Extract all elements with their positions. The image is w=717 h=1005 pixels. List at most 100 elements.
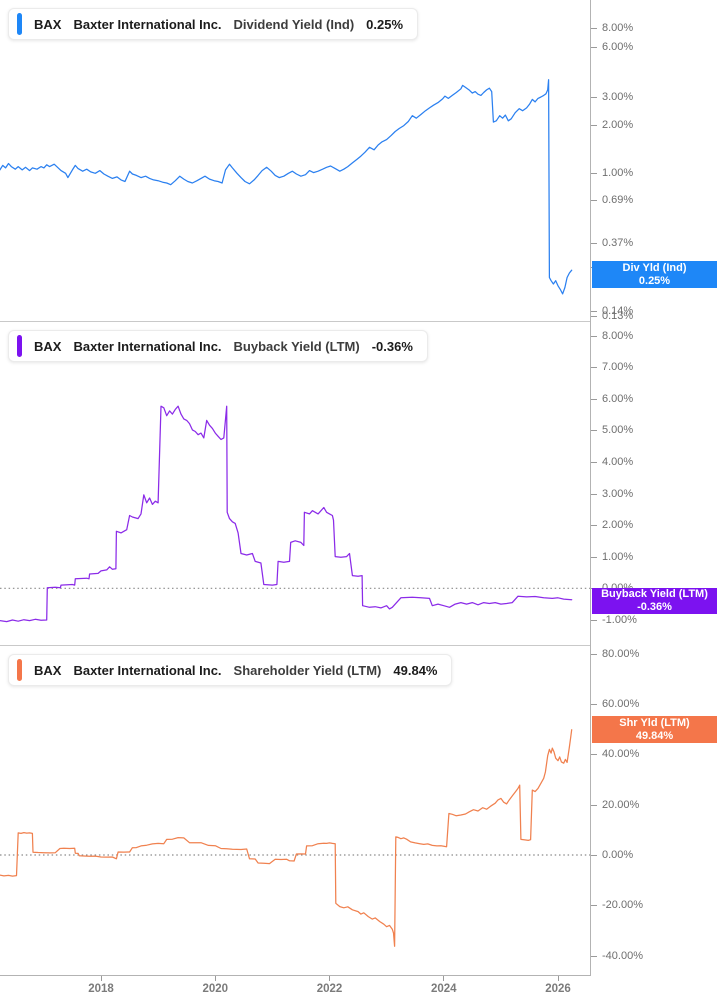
y-tick-mark (591, 125, 597, 126)
ticker: BAX (34, 662, 62, 678)
ticker: BAX (34, 338, 62, 354)
y-tick-mark (591, 316, 597, 317)
series-header-shareholder-yield[interactable]: BAX Baxter International Inc. Shareholde… (8, 654, 453, 686)
y-tick-label: 2.00% (602, 519, 634, 531)
y-tick-mark (591, 399, 597, 400)
y-tick-mark (591, 367, 597, 368)
x-axis[interactable]: 2018 2020 2022 2024 2026 (0, 975, 717, 1005)
y-axis-dividend-yield[interactable]: 8.00%6.00%3.00%2.00%1.00%0.69%0.37%0.26%… (590, 0, 717, 322)
y-axis-shareholder-yield[interactable]: 80.00% 60.00% 40.00% 20.00% 0.00% -20.00% -40.… (590, 646, 717, 975)
x-tick-label: 2018 (88, 983, 114, 995)
y-tick-mark (591, 754, 597, 755)
metric-name: Shareholder Yield (LTM) (233, 662, 382, 678)
y-tick-label: 8.00% (602, 22, 634, 34)
x-axis-baseline (0, 975, 591, 976)
plot-area-shareholder-yield[interactable] (0, 646, 590, 975)
y-tick-label: 40.00% (602, 748, 640, 760)
y-tick-label: 0.69% (602, 194, 634, 206)
x-tick-mark (329, 976, 330, 981)
y-tick-mark (591, 494, 597, 495)
series-line (0, 79, 573, 295)
y-tick-label: 0.37% (602, 237, 634, 249)
x-tick-label: 2022 (316, 983, 343, 995)
y-tick-label: 60.00% (602, 698, 640, 710)
y-tick-label: 1.00% (602, 167, 634, 179)
metric-value: -0.36% (371, 338, 413, 354)
ticker: BAX (34, 16, 62, 32)
series-line (0, 729, 573, 947)
x-tick-mark (214, 976, 216, 981)
y-tick-label: 1.00% (602, 551, 634, 563)
series-line (0, 405, 573, 623)
series-color-bar (17, 335, 22, 357)
company-name: Baxter International Inc. (73, 338, 222, 354)
y-tick-mark (591, 243, 597, 244)
y-tick-label: 6.00% (602, 393, 634, 405)
y-tick-mark (591, 704, 597, 705)
x-tick-mark (443, 976, 445, 981)
axis-badge-dividend-yield: Div Yld (Ind) 0.25% (592, 261, 717, 288)
y-tick-mark (591, 956, 597, 957)
y-tick-label: -20.00% (602, 899, 643, 911)
y-tick-mark (591, 200, 597, 201)
y-tick-mark (591, 462, 597, 463)
badge-value: 49.84% (635, 729, 674, 742)
panel-separator (0, 321, 590, 322)
y-tick-label: 4.00% (602, 456, 634, 468)
y-tick-mark (591, 311, 597, 312)
metric-value: 49.84% (393, 662, 438, 678)
badge-value: -0.36% (637, 601, 672, 613)
x-tick-label: 2020 (202, 983, 229, 995)
series-header-buyback-yield[interactable]: BAX Baxter International Inc. Buyback Yi… (8, 330, 428, 362)
y-tick-label: -1.00% (602, 614, 637, 626)
chart-panel-buyback-yield: 8.00% 7.00% 6.00% 5.00% 4.00% 3.00% 2.00% 1.00%… (0, 322, 717, 646)
x-tick-label: 2024 (430, 983, 457, 995)
y-tick-label: 7.00% (602, 361, 634, 373)
y-tick-label: 0.14% (602, 305, 634, 317)
y-tick-mark (591, 97, 597, 98)
badge-value: 0.25% (638, 274, 671, 287)
metric-name: Dividend Yield (Ind) (233, 16, 355, 32)
y-tick-label: 0.13% (602, 310, 634, 322)
badge-label: Buyback Yield (LTM) (601, 588, 708, 600)
y-tick-mark (591, 855, 597, 856)
chart-panel-dividend-yield: 8.00%6.00%3.00%2.00%1.00%0.69%0.37%0.26%… (0, 0, 717, 322)
y-tick-label: 6.00% (602, 41, 634, 53)
y-tick-label: 5.00% (602, 424, 634, 436)
y-tick-mark (591, 620, 597, 621)
metric-value: 0.25% (366, 16, 404, 32)
y-tick-mark (591, 557, 597, 558)
x-tick-label: 2026 (545, 983, 571, 995)
panel-separator (0, 645, 590, 646)
company-name: Baxter International Inc. (73, 16, 222, 32)
y-tick-label: 8.00% (602, 330, 634, 342)
y-tick-label: 0.00% (602, 849, 634, 861)
y-tick-label: 3.00% (602, 91, 634, 103)
x-tick-mark (100, 976, 102, 981)
y-tick-mark (591, 47, 597, 48)
y-tick-mark (591, 905, 597, 906)
series-color-bar (17, 659, 22, 681)
chart-panel-shareholder-yield: 80.00% 60.00% 40.00% 20.00% 0.00% -20.00% -40.… (0, 646, 717, 975)
axis-badge-shareholder-yield: Shr Yld (LTM) 49.84% (592, 716, 717, 743)
plot-area-dividend-yield[interactable] (0, 0, 590, 322)
y-tick-mark (591, 28, 597, 29)
plot-area-buyback-yield[interactable] (0, 322, 590, 646)
series-header-dividend-yield[interactable]: BAX Baxter International Inc. Dividend Y… (8, 8, 419, 40)
y-tick-label: 3.00% (602, 488, 634, 500)
badge-label: Shr Yld (LTM) (619, 716, 690, 729)
company-name: Baxter International Inc. (73, 662, 222, 678)
series-color-bar (17, 13, 22, 35)
y-tick-label: -40.00% (602, 950, 643, 962)
y-tick-mark (591, 173, 597, 174)
y-tick-mark (591, 654, 597, 655)
axis-badge-buyback-yield: Buyback Yield (LTM) -0.36% (592, 588, 717, 614)
y-tick-mark (591, 805, 597, 806)
badge-label: Div Yld (Ind) (622, 261, 687, 274)
metric-name: Buyback Yield (LTM) (233, 338, 360, 354)
y-tick-mark (591, 430, 597, 431)
y-tick-label: 20.00% (602, 799, 640, 811)
y-tick-mark (591, 525, 597, 526)
y-tick-label: 80.00% (602, 648, 640, 660)
